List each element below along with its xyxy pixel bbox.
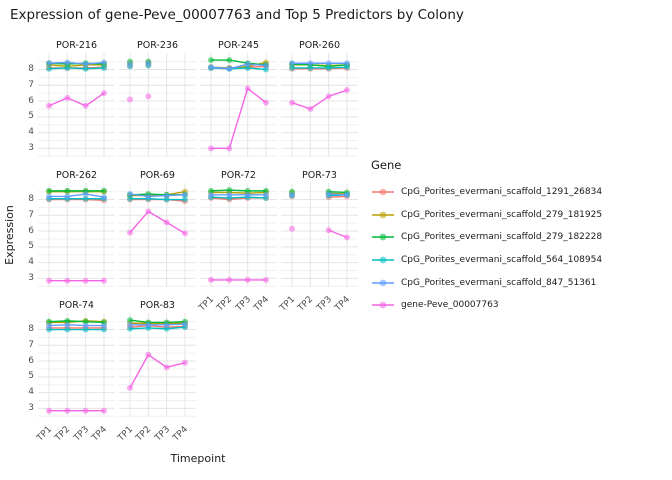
facet-panel: [119, 53, 196, 157]
legend-entry: CpG_Porites_evermani_scaffold_279_182228: [371, 226, 602, 249]
legend-label: CpG_Porites_evermani_scaffold_1291_26834: [401, 187, 603, 198]
legend-title: Gene: [371, 158, 402, 172]
facet-strip-label: POR-74: [59, 300, 94, 311]
y-tick-label: 7: [28, 339, 34, 350]
legend-label: CpG_Porites_evermani_scaffold_279_182228: [401, 232, 603, 243]
facet-panel: [200, 53, 277, 157]
y-tick-label: 4: [28, 257, 34, 268]
legend-key-icon: [372, 188, 394, 196]
legend-key-icon: [372, 256, 394, 264]
facet-panel: [38, 183, 115, 287]
legend-label: gene-Peve_00007763: [401, 300, 499, 311]
facet-POR-83: POR-83: [119, 298, 196, 417]
y-tick-label: 3: [28, 402, 34, 413]
y-tick-label: 4: [28, 127, 34, 138]
y-tick-label: 5: [28, 371, 34, 382]
facet-POR-69: POR-69: [119, 168, 196, 287]
y-tick-label: 4: [28, 387, 34, 398]
y-tick-label: 5: [28, 241, 34, 252]
facet-POR-236: POR-236: [119, 38, 196, 157]
facet-strip-label: POR-69: [140, 170, 175, 181]
y-tick-label: 8: [28, 324, 34, 335]
y-tick-label: 8: [28, 194, 34, 205]
facet-POR-72: POR-72: [200, 168, 277, 287]
facet-panel: [200, 183, 277, 287]
y-tick-label: 7: [28, 209, 34, 220]
facet-panel: [38, 53, 115, 157]
facet-panel: [119, 313, 196, 417]
legend-entry: CpG_Porites_evermani_scaffold_1291_26834: [371, 181, 602, 204]
legend-entry: CpG_Porites_evermani_scaffold_847_51361: [371, 271, 602, 294]
facet-panel: [281, 53, 358, 157]
legend-entries: CpG_Porites_evermani_scaffold_1291_26834…: [371, 181, 602, 317]
chart-title: Expression of gene-Peve_00007763 and Top…: [10, 7, 464, 23]
y-tick-label: 8: [28, 64, 34, 75]
facet-strip-label: POR-73: [302, 170, 337, 181]
legend-label: CpG_Porites_evermani_scaffold_564_108954: [401, 255, 603, 266]
facet-strip-label: POR-216: [56, 40, 97, 51]
legend-key-icon: [372, 279, 394, 287]
facet-POR-260: POR-260: [281, 38, 358, 157]
facet-POR-73: POR-73: [281, 168, 358, 287]
legend-label: CpG_Porites_evermani_scaffold_279_181925: [401, 209, 603, 220]
facet-POR-262: POR-262: [38, 168, 115, 287]
facet-strip-label: POR-260: [299, 40, 340, 51]
y-tick-label: 5: [28, 111, 34, 122]
legend-entry: CpG_Porites_evermani_scaffold_279_181925: [371, 204, 602, 227]
y-tick-label: 3: [28, 272, 34, 283]
facet-strip-label: POR-245: [218, 40, 259, 51]
y-tick-label: 3: [28, 142, 34, 153]
facet-panel: [38, 313, 115, 417]
facet-strip-label: POR-83: [140, 300, 175, 311]
facet-strip-label: POR-72: [221, 170, 256, 181]
legend-entry: gene-Peve_00007763: [371, 294, 602, 317]
x-axis-title: Timepoint: [170, 452, 226, 465]
facet-POR-245: POR-245: [200, 38, 277, 157]
facet-strip-label: POR-236: [137, 40, 178, 51]
y-tick-label: 6: [28, 225, 34, 236]
facet-panel: [281, 183, 358, 287]
legend-key-icon: [372, 234, 394, 241]
legend: Gene CpG_Porites_evermani_scaffold_1291_…: [371, 158, 602, 317]
legend-key-icon: [372, 301, 394, 309]
facet-panel: [119, 183, 196, 287]
legend-key-icon: [372, 211, 394, 219]
y-tick-label: 7: [28, 79, 34, 90]
y-tick-label: 6: [28, 95, 34, 106]
facet-strip-label: POR-262: [56, 170, 97, 181]
legend-label: CpG_Porites_evermani_scaffold_847_51361: [401, 277, 597, 288]
facet-POR-74: POR-74: [38, 298, 115, 417]
facet-POR-216: POR-216: [38, 38, 115, 157]
legend-entry: CpG_Porites_evermani_scaffold_564_108954: [371, 249, 602, 272]
y-tick-label: 6: [28, 355, 34, 366]
